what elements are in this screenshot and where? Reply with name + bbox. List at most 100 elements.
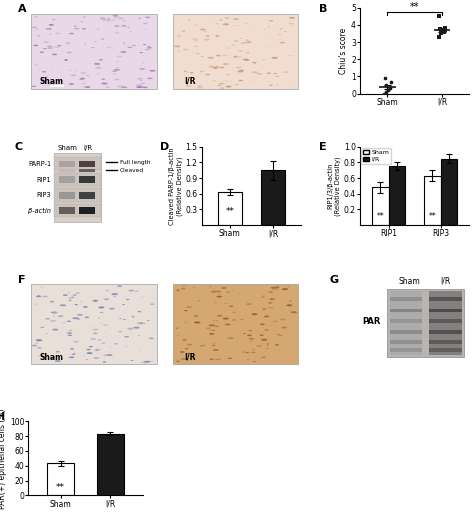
Text: I/R: I/R: [440, 277, 450, 285]
Circle shape: [104, 298, 109, 300]
Circle shape: [279, 34, 281, 35]
Circle shape: [289, 23, 294, 25]
Circle shape: [232, 44, 236, 45]
Circle shape: [136, 86, 142, 88]
Circle shape: [145, 49, 149, 51]
Circle shape: [68, 300, 72, 301]
Circle shape: [85, 86, 91, 88]
Point: [440, 28, 447, 36]
Circle shape: [72, 353, 75, 355]
Bar: [79, 169, 95, 172]
Circle shape: [132, 316, 135, 317]
Circle shape: [192, 38, 198, 40]
Circle shape: [209, 359, 214, 360]
Circle shape: [32, 86, 36, 87]
Bar: [59, 176, 75, 183]
Circle shape: [117, 86, 123, 87]
Bar: [429, 319, 462, 323]
Text: **: **: [225, 206, 234, 216]
Circle shape: [252, 349, 255, 350]
Bar: [372, 187, 389, 225]
Text: D: D: [160, 142, 169, 152]
Circle shape: [128, 46, 133, 48]
Circle shape: [289, 55, 291, 56]
Circle shape: [242, 291, 244, 292]
Circle shape: [109, 308, 115, 310]
Circle shape: [146, 46, 151, 47]
Circle shape: [232, 290, 234, 291]
Circle shape: [206, 328, 210, 329]
Circle shape: [219, 67, 224, 68]
Circle shape: [209, 324, 215, 327]
Circle shape: [225, 18, 229, 19]
Circle shape: [39, 52, 44, 53]
Bar: [50, 85, 64, 87]
Circle shape: [113, 296, 116, 297]
Circle shape: [187, 353, 190, 354]
Text: **: **: [376, 212, 384, 221]
Circle shape: [227, 338, 229, 339]
Circle shape: [223, 317, 229, 319]
Circle shape: [44, 41, 49, 43]
Circle shape: [194, 321, 201, 324]
Circle shape: [213, 320, 215, 321]
Circle shape: [93, 333, 98, 334]
Bar: [173, 284, 298, 364]
Circle shape: [200, 345, 203, 346]
Circle shape: [49, 24, 54, 26]
Circle shape: [209, 66, 214, 68]
Text: PARP-1: PARP-1: [28, 161, 51, 167]
Circle shape: [43, 48, 47, 50]
Bar: [390, 297, 422, 301]
Circle shape: [138, 18, 141, 19]
Bar: [79, 160, 95, 168]
Circle shape: [89, 346, 93, 347]
Circle shape: [103, 20, 106, 21]
Circle shape: [204, 30, 207, 31]
Point: [441, 24, 448, 33]
Circle shape: [100, 18, 106, 20]
Circle shape: [36, 339, 42, 341]
Circle shape: [46, 28, 52, 30]
Circle shape: [52, 19, 55, 20]
Circle shape: [234, 84, 238, 85]
Bar: [218, 192, 242, 225]
Circle shape: [73, 341, 78, 343]
Bar: [429, 330, 462, 334]
Circle shape: [218, 294, 221, 295]
Circle shape: [251, 351, 255, 353]
Circle shape: [94, 63, 100, 65]
Circle shape: [233, 25, 235, 26]
Circle shape: [91, 338, 96, 340]
Circle shape: [182, 285, 185, 286]
Circle shape: [111, 20, 116, 21]
Circle shape: [77, 318, 81, 320]
Circle shape: [132, 45, 136, 46]
Circle shape: [63, 322, 65, 324]
Circle shape: [31, 26, 37, 28]
Circle shape: [150, 303, 155, 305]
Circle shape: [95, 67, 101, 69]
Circle shape: [103, 354, 109, 356]
Circle shape: [213, 349, 219, 351]
Legend: Sham, I/R: Sham, I/R: [361, 148, 391, 164]
Circle shape: [123, 319, 126, 320]
Circle shape: [69, 83, 74, 85]
Circle shape: [45, 318, 50, 320]
Circle shape: [137, 78, 143, 79]
Circle shape: [239, 70, 244, 71]
Circle shape: [58, 315, 64, 317]
Circle shape: [36, 296, 41, 297]
Circle shape: [181, 288, 185, 289]
Circle shape: [140, 322, 146, 325]
Circle shape: [234, 40, 238, 42]
Circle shape: [212, 345, 216, 346]
Bar: [59, 192, 75, 199]
Circle shape: [49, 34, 52, 35]
Circle shape: [208, 57, 214, 59]
Text: Sham: Sham: [39, 77, 64, 86]
Circle shape: [201, 56, 203, 57]
Circle shape: [46, 333, 48, 334]
Circle shape: [236, 67, 242, 69]
Circle shape: [286, 304, 292, 307]
